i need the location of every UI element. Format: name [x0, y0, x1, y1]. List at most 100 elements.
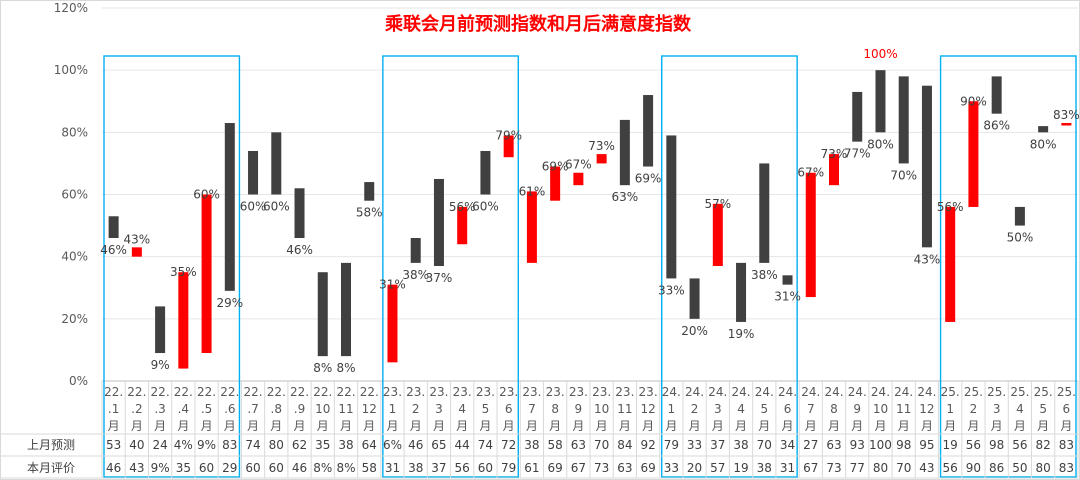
data-label: 37%: [426, 271, 453, 285]
x-category-label: 月: [247, 419, 259, 433]
range-bar: [294, 188, 305, 239]
range-bar: [503, 135, 514, 158]
table-cell-evaluation: 86: [989, 461, 1004, 475]
range-bar: [550, 166, 561, 201]
x-category-label: 月: [991, 419, 1003, 433]
x-category-label: 23.: [522, 385, 541, 399]
data-label: 20%: [681, 324, 708, 338]
data-label: 60%: [472, 200, 499, 214]
range-bar: [155, 306, 166, 354]
x-category-label: 11: [338, 402, 353, 416]
table-cell-forecast: 63: [571, 438, 586, 452]
x-category-label: 8: [830, 402, 838, 416]
x-category-label: 12: [640, 402, 655, 416]
x-category-label: 2: [970, 402, 978, 416]
x-category-label: 月: [689, 419, 701, 433]
x-category-label: 4: [737, 402, 745, 416]
x-category-label: 7: [807, 402, 815, 416]
range-bar: [666, 135, 677, 279]
x-category-label: 月: [921, 419, 933, 433]
table-cell-forecast: 82: [1036, 438, 1051, 452]
data-label: 35%: [170, 265, 197, 279]
data-label: 43%: [124, 232, 151, 246]
data-label: 31%: [379, 278, 406, 292]
x-category-label: 24.: [917, 385, 936, 399]
table-cell-evaluation: 60: [269, 461, 284, 475]
x-category-label: 月: [665, 419, 677, 433]
x-category-label: 6: [1063, 402, 1071, 416]
x-category-label: 月: [967, 419, 979, 433]
table-cell-evaluation: 60: [245, 461, 260, 475]
x-category-label: 3: [714, 402, 722, 416]
table-cell-evaluation: 77: [850, 461, 865, 475]
x-category-label: 22.: [360, 385, 379, 399]
x-category-label: 月: [735, 419, 747, 433]
x-category-label: 23.: [499, 385, 518, 399]
table-cell-evaluation: 56: [455, 461, 470, 475]
data-label: 61%: [519, 184, 546, 198]
data-label: 31%: [774, 290, 801, 304]
table-cell-evaluation: 46: [292, 461, 307, 475]
data-label: 90%: [960, 94, 987, 108]
table-cell-evaluation: 33: [664, 461, 679, 475]
x-category-label: 25.: [987, 385, 1006, 399]
range-bar: [573, 172, 584, 186]
range-bar: [364, 182, 375, 201]
x-category-label: 25.: [1057, 385, 1076, 399]
x-category-label: 月: [596, 419, 608, 433]
x-category-label: 1: [946, 402, 954, 416]
range-bar: [178, 272, 189, 369]
x-category-label: 月: [386, 419, 398, 433]
table-cell-evaluation: 43: [129, 461, 144, 475]
data-label: 46%: [286, 243, 313, 257]
x-category-label: 月: [874, 419, 886, 433]
x-category-label: 24.: [732, 385, 751, 399]
x-category-label: 月: [712, 419, 724, 433]
table-cell-evaluation: 50: [1012, 461, 1027, 475]
table-cell-evaluation: 90: [966, 461, 981, 475]
range-bar: [387, 284, 398, 363]
data-label: 50%: [1007, 231, 1034, 245]
y-tick-label: 20%: [61, 312, 88, 326]
row-header-evaluation: 本月评价: [27, 461, 75, 475]
x-category-label: 24.: [755, 385, 774, 399]
x-category-label: 25.: [1010, 385, 1029, 399]
x-category-label: 月: [828, 419, 840, 433]
data-label: 86%: [983, 119, 1010, 133]
x-category-label: 月: [340, 419, 352, 433]
table-cell-evaluation: 69: [548, 461, 563, 475]
x-category-label: 月: [758, 419, 770, 433]
x-category-label: 月: [1037, 419, 1049, 433]
x-category-label: 11: [896, 402, 911, 416]
y-tick-label: 60%: [61, 188, 88, 202]
range-bar: [829, 154, 839, 186]
x-category-label: .2: [131, 402, 142, 416]
x-category-label: 22.: [174, 385, 193, 399]
x-category-label: 月: [1014, 419, 1026, 433]
table-cell-evaluation: 38: [408, 461, 423, 475]
table-cell-evaluation: 73: [594, 461, 609, 475]
x-category-label: 25.: [964, 385, 983, 399]
table-cell-evaluation: 83: [1059, 461, 1074, 475]
data-label: 46%: [100, 243, 127, 257]
data-label: 69%: [635, 172, 662, 186]
table-cell-forecast: 98: [896, 438, 911, 452]
x-category-label: 8: [551, 402, 559, 416]
table-cell-forecast: 84: [617, 438, 632, 452]
range-bar: [619, 119, 630, 186]
table-cell-forecast: 92: [640, 438, 655, 452]
x-category-label: 月: [572, 419, 584, 433]
data-label: 70%: [890, 168, 917, 182]
x-category-label: 24.: [848, 385, 867, 399]
range-bar: [736, 262, 747, 322]
x-category-label: 月: [177, 419, 189, 433]
range-bar: [526, 191, 537, 263]
range-bar: [712, 203, 723, 266]
table-cell-evaluation: 79: [501, 461, 516, 475]
x-category-label: .5: [201, 402, 212, 416]
data-label: 38%: [402, 268, 429, 282]
x-category-label: 24.: [685, 385, 704, 399]
data-label: 33%: [658, 283, 685, 297]
x-category-label: 4: [1016, 402, 1024, 416]
range-bar: [643, 95, 654, 167]
